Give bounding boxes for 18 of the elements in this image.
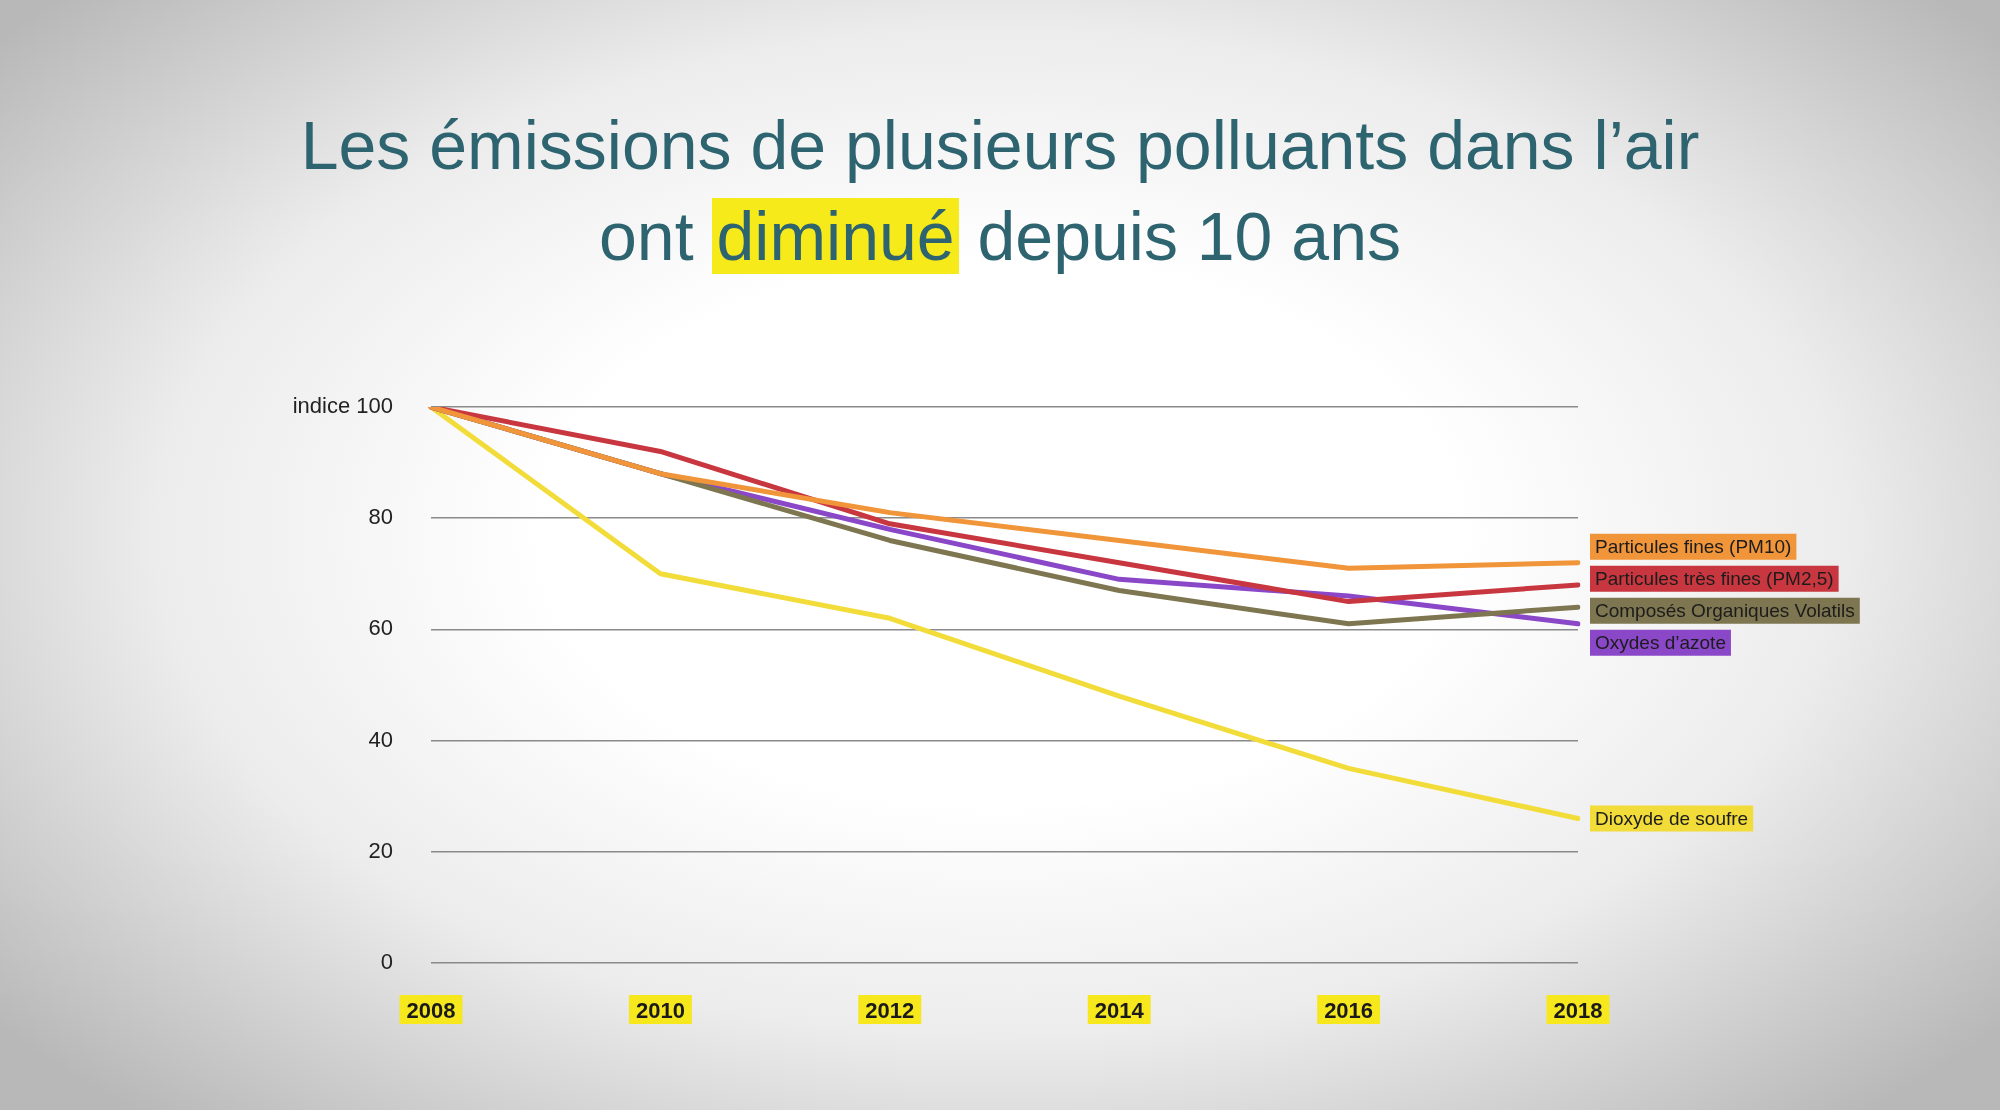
x-tick-label: 2016 [1324, 998, 1374, 1024]
chart-title: Les émissions de plusieurs polluants dans l’air ont diminué depuis 10 ans [300, 107, 1700, 274]
x-tick-label: 2010 [635, 998, 685, 1024]
y-tick-label: 0 [380, 949, 393, 975]
y-tick-label: 80 [368, 504, 393, 530]
series-label: Composés Organiques Volatils [1595, 599, 1855, 621]
y-tick-label: 20 [368, 837, 393, 863]
y-tick-label: 40 [368, 726, 393, 752]
y-tick-label: 60 [368, 615, 393, 641]
series-label: Oxydes d’azote [1595, 631, 1726, 653]
x-tick-label: 2018 [1553, 998, 1603, 1024]
series-label: Dioxyde de soufre [1595, 807, 1749, 829]
y-tick-label: indice 100 [292, 393, 393, 419]
x-tick-label: 2008 [406, 998, 456, 1024]
x-tick-label: 2014 [1094, 998, 1145, 1024]
x-tick-label: 2012 [865, 998, 915, 1024]
series-label: Particules très fines (PM2,5) [1595, 567, 1834, 589]
series-label: Particules fines (PM10) [1595, 535, 1792, 557]
